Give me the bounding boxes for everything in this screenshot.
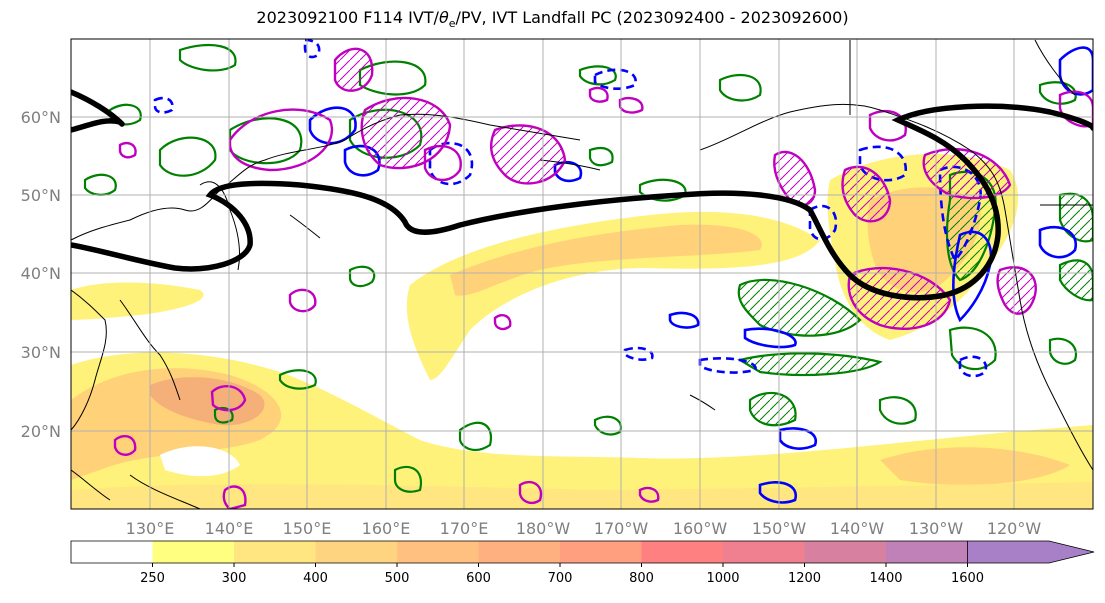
colorbar-tick-label: 1600 bbox=[951, 571, 984, 586]
colorbar-tick-label: 1200 bbox=[788, 571, 821, 586]
lat-label-50: 50°N bbox=[21, 186, 61, 205]
colorbar-tick-label: 1000 bbox=[706, 571, 739, 586]
colorbar-tick-label: 400 bbox=[303, 571, 328, 586]
colorbar-tick-label: 250 bbox=[140, 571, 165, 586]
lon-label-150e: 150°E bbox=[283, 519, 332, 538]
colorbar-segment bbox=[560, 541, 642, 563]
colorbar-segment bbox=[723, 541, 805, 563]
colorbar-segment bbox=[234, 541, 316, 563]
lon-label-160w: 160°W bbox=[673, 519, 728, 538]
colorbar-segment bbox=[315, 541, 397, 563]
lon-label-130e: 130°E bbox=[126, 519, 175, 538]
figure-title: 2023092100 F114 IVT/θe/PV, IVT Landfall … bbox=[256, 8, 849, 31]
colorbar-segment bbox=[71, 541, 153, 563]
colorbar-tick-label: 700 bbox=[548, 571, 573, 586]
lon-label-150w: 150°W bbox=[752, 519, 807, 538]
lon-label-130w: 130°W bbox=[909, 519, 964, 538]
colorbar-segment bbox=[478, 541, 560, 563]
pv-contour bbox=[71, 89, 1093, 301]
lon-label-120w: 120°W bbox=[987, 519, 1042, 538]
lon-label-170e: 170°E bbox=[440, 519, 489, 538]
lat-label-20: 20°N bbox=[21, 422, 61, 441]
lat-label-40: 40°N bbox=[21, 264, 61, 283]
colorbar-segment bbox=[641, 541, 723, 563]
colorbar-border bbox=[70, 540, 968, 564]
colorbar-tick-label: 1400 bbox=[869, 571, 902, 586]
lon-label-170w: 170°W bbox=[594, 519, 649, 538]
graticule bbox=[71, 39, 1093, 509]
colorbar: 250 300 400 500 600 700 800 1000 1200 1400 1600 bbox=[70, 540, 1095, 586]
lon-label-160e: 160°E bbox=[362, 519, 411, 538]
colorbar-tick-label: 800 bbox=[629, 571, 654, 586]
latitude-labels: 60°N 50°N 40°N 30°N 20°N bbox=[21, 108, 61, 441]
lon-label-140w: 140°W bbox=[830, 519, 885, 538]
longitude-labels: 130°E 140°E 150°E 160°E 170°E 180°W 170°… bbox=[126, 519, 1042, 538]
colorbar-tick-label: 300 bbox=[222, 571, 247, 586]
colorbar-tick-label: 500 bbox=[385, 571, 410, 586]
colorbar-segment bbox=[152, 541, 234, 563]
colorbar-segment bbox=[886, 541, 968, 563]
lon-label-140e: 140°E bbox=[205, 519, 254, 538]
colorbar-extend-segment bbox=[967, 540, 1095, 564]
lat-label-60: 60°N bbox=[21, 108, 61, 127]
colorbar-tick-label: 600 bbox=[466, 571, 491, 586]
lon-label-180w: 180°W bbox=[516, 519, 571, 538]
lat-label-30: 30°N bbox=[21, 343, 61, 362]
colorbar-segment bbox=[397, 541, 479, 563]
colorbar-segment bbox=[804, 541, 886, 563]
map-frame bbox=[70, 38, 1094, 510]
